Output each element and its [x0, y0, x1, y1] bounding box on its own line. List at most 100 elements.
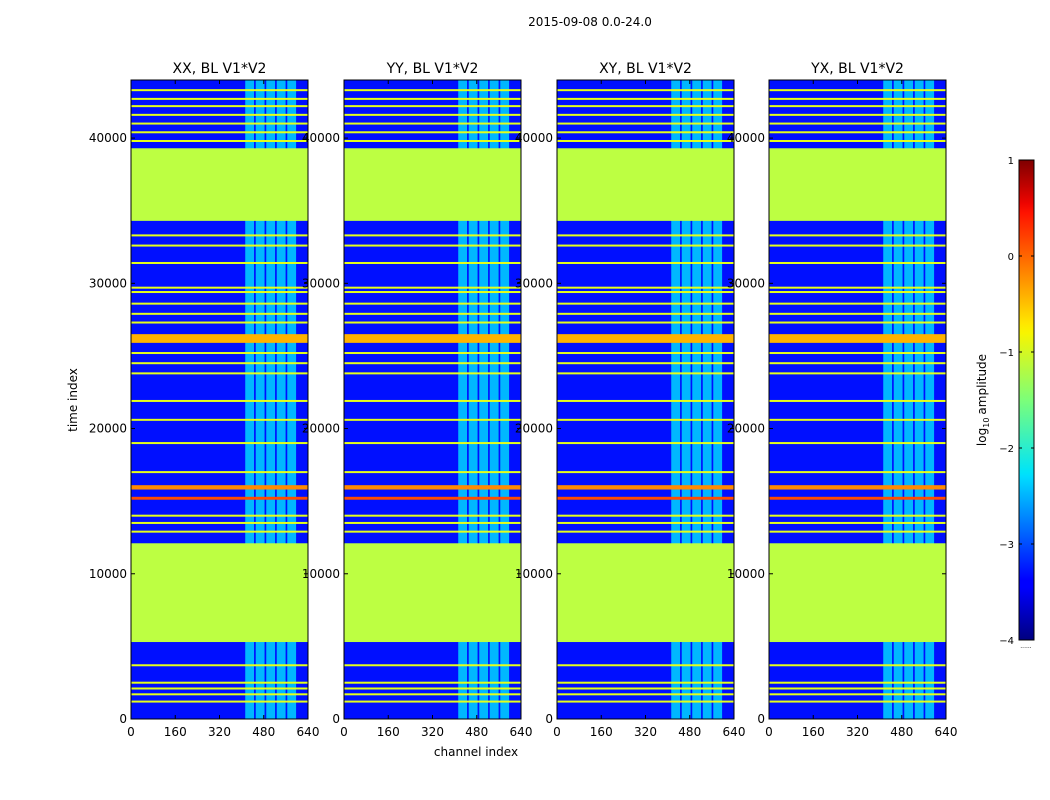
rfi-line	[344, 362, 521, 365]
rfi-line	[769, 514, 946, 517]
panel-title: YY, BL V1*V2	[386, 61, 479, 77]
rfi-line	[344, 687, 521, 690]
rfi-line	[344, 113, 521, 116]
rfi-line	[557, 664, 734, 667]
active-channel-block	[287, 80, 297, 719]
rfi-line	[769, 693, 946, 696]
active-channel-block	[255, 80, 265, 719]
x-tick-label: 480	[252, 725, 275, 739]
rfi-line	[769, 97, 946, 100]
heatmap-panels: XX, BL V1*V2 0 160 320 480 640 0 10000 20000 3000…	[89, 61, 958, 739]
rfi-line	[344, 302, 521, 305]
y-tick-label: 10000	[302, 567, 340, 581]
rfi-line	[557, 234, 734, 237]
active-channel-block	[713, 80, 723, 719]
x-tick-label: 320	[634, 725, 657, 739]
y-tick-label: 40000	[302, 131, 340, 145]
active-channel-block	[468, 80, 478, 719]
rfi-line	[344, 471, 521, 474]
heatmap-body	[344, 80, 521, 719]
y-tick-label: 10000	[727, 567, 765, 581]
rfi-line	[131, 312, 308, 315]
rfi-line	[557, 693, 734, 696]
rfi-line	[769, 312, 946, 315]
rfi-line	[769, 261, 946, 264]
x-tick-label: 160	[802, 725, 825, 739]
stripe-band	[131, 485, 308, 490]
x-tick-label: 0	[127, 725, 135, 739]
rfi-line	[344, 105, 521, 108]
rfi-line	[557, 312, 734, 315]
stripe-band	[131, 334, 308, 343]
rfi-line	[344, 291, 521, 294]
flagged-band	[769, 148, 946, 221]
rfi-line	[131, 442, 308, 445]
rfi-line	[131, 418, 308, 421]
flagged-band	[131, 148, 308, 221]
y-tick-label: 30000	[515, 276, 553, 290]
x-axis-label: channel index	[434, 745, 518, 759]
rfi-line	[131, 687, 308, 690]
rfi-line	[769, 681, 946, 684]
x-tick-label: 320	[846, 725, 869, 739]
colorbar-tick-label: 1	[1008, 156, 1014, 167]
rfi-line	[769, 664, 946, 667]
x-tick-label: 640	[297, 725, 320, 739]
rfi-line	[557, 89, 734, 92]
y-tick-label: 20000	[727, 422, 765, 436]
y-tick-label: 0	[332, 712, 340, 726]
x-tick-label: 480	[890, 725, 913, 739]
x-tick-label: 640	[510, 725, 533, 739]
x-tick-label: 640	[935, 725, 958, 739]
rfi-line	[557, 362, 734, 365]
rfi-line	[131, 362, 308, 365]
stripe-band	[557, 485, 734, 490]
rfi-line	[557, 471, 734, 474]
rfi-line	[344, 442, 521, 445]
rfi-line	[769, 113, 946, 116]
rfi-line	[557, 139, 734, 142]
heatmap-body	[557, 80, 734, 719]
colorbar-footer: ......	[1020, 643, 1032, 650]
x-tick-label: 0	[340, 725, 348, 739]
rfi-line	[131, 372, 308, 375]
rfi-line	[344, 312, 521, 315]
rfi-line	[769, 89, 946, 92]
rfi-line	[769, 362, 946, 365]
rfi-line	[131, 302, 308, 305]
active-channel-block	[500, 80, 510, 719]
rfi-line	[131, 113, 308, 116]
rfi-line	[344, 700, 521, 703]
rfi-line	[344, 321, 521, 324]
active-channel-block	[245, 80, 255, 719]
y-tick-label: 20000	[89, 422, 127, 436]
rfi-line	[131, 700, 308, 703]
figure-suptitle: 2015-09-08 0.0-24.0	[528, 15, 652, 29]
active-channel-block	[276, 80, 286, 719]
rfi-line	[344, 681, 521, 684]
rfi-line	[344, 693, 521, 696]
stripe-band	[769, 485, 946, 490]
stripe-band	[557, 496, 734, 500]
heatmap-body	[131, 80, 308, 719]
rfi-line	[769, 122, 946, 125]
rfi-line	[344, 372, 521, 375]
flagged-band	[344, 148, 521, 221]
stripe-band	[769, 334, 946, 343]
panel-title: XY, BL V1*V2	[599, 61, 692, 77]
rfi-line	[769, 521, 946, 524]
rfi-line	[769, 302, 946, 305]
rfi-line	[131, 122, 308, 125]
rfi-line	[344, 244, 521, 247]
rfi-line	[131, 286, 308, 289]
rfi-line	[557, 514, 734, 517]
rfi-line	[557, 113, 734, 116]
rfi-line	[344, 521, 521, 524]
x-tick-label: 0	[553, 725, 561, 739]
x-tick-label: 160	[164, 725, 187, 739]
colorbar-label-sub: 10	[982, 418, 991, 428]
rfi-line	[131, 261, 308, 264]
x-tick-label: 320	[208, 725, 231, 739]
rfi-line	[131, 521, 308, 524]
